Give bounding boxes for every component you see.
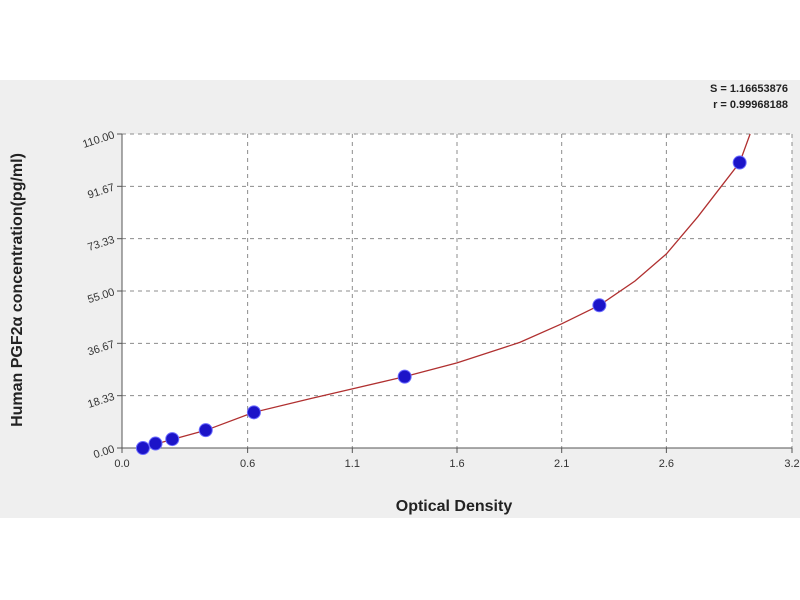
stat-s-value: S = 1.16653876 <box>710 83 788 95</box>
data-point <box>165 432 180 447</box>
fit-curve <box>140 134 751 448</box>
x-tick-label: 3.2 <box>784 458 799 470</box>
x-axis-title: Optical Density <box>396 498 513 515</box>
y-tick-labels: 0.00 18.33 36.67 55.00 73.33 91.67 110.00 <box>81 129 116 461</box>
y-tick-label: 0.00 <box>92 443 116 461</box>
data-point <box>732 155 747 170</box>
x-tick-label: 2.6 <box>659 458 674 470</box>
y-tick-label: 91.67 <box>86 182 116 202</box>
y-tick-label: 18.33 <box>86 391 116 411</box>
y-tick-label: 73.33 <box>86 234 116 254</box>
data-point <box>198 423 213 438</box>
fit-curve-group <box>140 134 751 448</box>
x-tick-label: 1.1 <box>345 458 360 470</box>
data-point <box>592 298 607 313</box>
x-tick-label: 0.0 <box>114 458 129 470</box>
y-axis-title: Human PGF2α concentration(pg/ml) <box>9 153 26 427</box>
y-tick-label: 36.67 <box>86 339 116 359</box>
x-tick-label: 0.6 <box>240 458 255 470</box>
x-tick-labels: 0.0 0.6 1.1 1.6 2.1 2.6 3.2 <box>114 458 799 470</box>
data-point <box>135 441 150 455</box>
data-point <box>148 436 163 451</box>
data-point <box>246 405 261 420</box>
data-point <box>397 369 412 384</box>
x-tick-label: 1.6 <box>449 458 464 470</box>
data-points <box>135 155 747 455</box>
y-tick-label: 110.00 <box>81 129 116 151</box>
fit-statistics: S = 1.16653876 r = 0.99968188 <box>710 83 788 111</box>
stat-r-value: r = 0.99968188 <box>713 99 788 111</box>
x-tick-label: 2.1 <box>554 458 569 470</box>
y-tick-label: 55.00 <box>86 286 116 306</box>
plot-area <box>122 134 792 448</box>
axes <box>117 133 793 453</box>
